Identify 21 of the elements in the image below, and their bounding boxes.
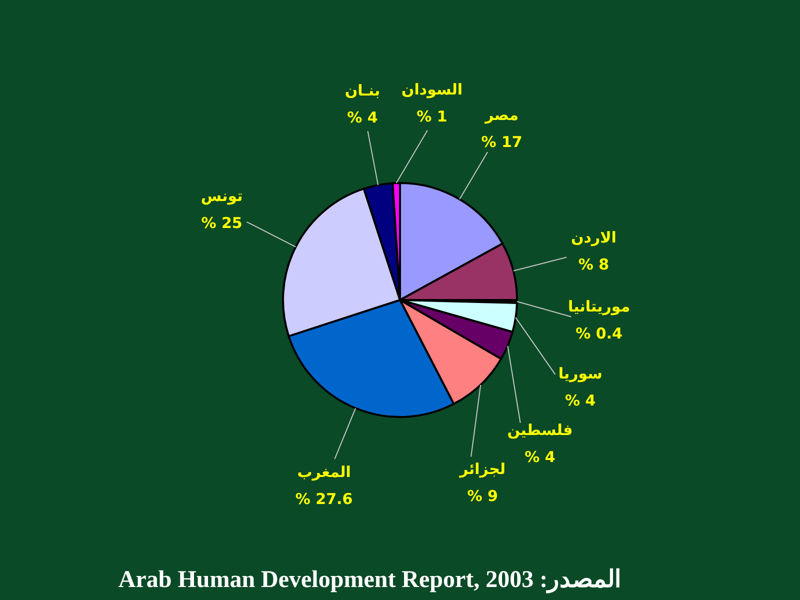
data-label: % 17	[481, 132, 522, 151]
slice-label: فلسطين	[507, 420, 573, 439]
slice-label: تونس	[200, 187, 243, 206]
data-label: % 9	[467, 487, 498, 506]
data-label: % 4	[524, 448, 556, 466]
data-label: % 4	[565, 391, 596, 410]
slice-label: المغرب	[297, 463, 351, 482]
slice-label: سوريا	[558, 364, 602, 382]
data-label: % 8	[578, 255, 610, 274]
text: Arab Human Development Report, 2003 :المصدر	[118, 567, 622, 594]
data-label: % 4	[347, 108, 378, 127]
data-label: % 25	[201, 214, 242, 232]
data-label: % 0.4	[576, 324, 622, 343]
data-label: % 27.6	[295, 490, 353, 508]
slice-label: الاردن	[570, 228, 616, 246]
slice-label: لجزائر	[458, 460, 506, 478]
slice-label: السودان	[401, 80, 463, 99]
slice-label: موريتانيا	[568, 298, 630, 316]
data-label: % 1	[416, 108, 448, 126]
slice-label: مصر	[484, 106, 519, 124]
slice-label: بنـان	[344, 82, 380, 100]
